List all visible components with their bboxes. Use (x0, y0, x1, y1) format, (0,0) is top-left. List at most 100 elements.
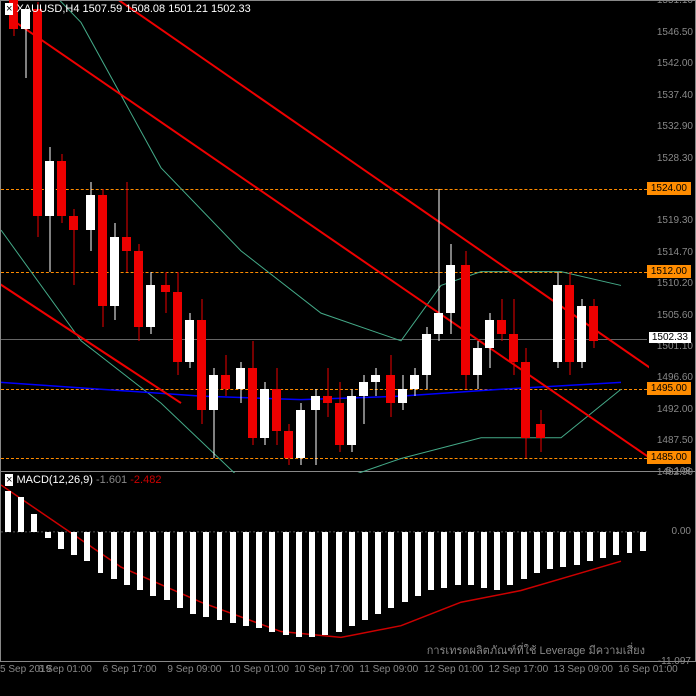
macd-bar (18, 497, 24, 532)
candle (386, 355, 395, 417)
macd-bar (494, 532, 500, 591)
candle (236, 362, 245, 404)
macd-bar (600, 532, 606, 558)
macd-label: MACD(12,26,9) (17, 474, 93, 486)
candle (371, 368, 380, 396)
macd-bar (124, 532, 130, 585)
candle (335, 382, 344, 451)
macd-bar (150, 532, 156, 596)
price-tick: 1528.30 (657, 153, 693, 164)
macd-bar (507, 532, 513, 585)
macd-bar (84, 532, 90, 561)
candle (248, 341, 257, 445)
macd-bar (640, 532, 646, 551)
macd-bar (164, 532, 170, 600)
candle (173, 272, 182, 376)
close-icon[interactable]: × (5, 474, 13, 486)
price-tick: 1492.00 (657, 404, 693, 415)
macd-bar (230, 532, 236, 623)
macd-bar (177, 532, 183, 608)
price-tick: 1537.40 (657, 90, 693, 101)
candle (311, 389, 320, 465)
price-tick: 1501.10 (657, 341, 693, 352)
candle (434, 189, 443, 341)
macd-bar (58, 532, 64, 550)
level-label: 1512.00 (647, 265, 691, 278)
candle (21, 9, 30, 78)
x-tick: 6 Sep 17:00 (103, 664, 157, 675)
candle (209, 368, 218, 458)
candle (521, 348, 530, 459)
macd-bar (587, 532, 593, 561)
ohlc-close: 1502.33 (211, 3, 251, 15)
candle (461, 251, 470, 389)
macd-bar (45, 532, 51, 538)
price-tick: 1505.60 (657, 310, 693, 321)
macd-bar (203, 532, 209, 618)
x-tick: 12 Sep 17:00 (489, 664, 549, 675)
macd-bar (71, 532, 77, 555)
macd-bar (574, 532, 580, 565)
price-tick: 1532.90 (657, 121, 693, 132)
candle (565, 272, 574, 376)
macd-tick: 5.108 (666, 466, 691, 477)
candle (553, 272, 562, 369)
price-tick: 1546.50 (657, 27, 693, 38)
macd-bar (190, 532, 196, 614)
candle (161, 272, 170, 314)
macd-val-1: -1.601 (96, 474, 127, 486)
macd-bar (31, 514, 37, 532)
macd-bar (441, 532, 447, 588)
macd-bar (481, 532, 487, 588)
x-tick: 16 Sep 01:00 (618, 664, 678, 675)
macd-bar (296, 532, 302, 638)
candle (86, 182, 95, 251)
candle (197, 299, 206, 424)
candle (422, 327, 431, 389)
candle (45, 147, 54, 272)
candle (110, 223, 119, 320)
x-tick: 10 Sep 01:00 (229, 664, 289, 675)
macd-bar (375, 532, 381, 614)
chart-title: × XAUUSD,H4 1507.59 1508.08 1501.21 1502… (5, 3, 251, 15)
candle (589, 299, 598, 347)
x-tick: 9 Sep 09:00 (167, 664, 221, 675)
candle (497, 299, 506, 341)
x-tick: 10 Sep 17:00 (294, 664, 354, 675)
candle (347, 389, 356, 451)
candle (323, 368, 332, 416)
macd-bar (349, 532, 355, 626)
price-tick: 1510.20 (657, 278, 693, 289)
macd-bar (217, 532, 223, 620)
candle (146, 272, 155, 334)
macd-bar (547, 532, 553, 570)
candle (398, 375, 407, 410)
candle (272, 368, 281, 444)
price-tick: 1542.00 (657, 58, 693, 69)
candle (134, 244, 143, 341)
macd-bar (5, 491, 11, 532)
macd-bar (322, 532, 328, 635)
candle (284, 424, 293, 466)
macd-bar (243, 532, 249, 626)
macd-bar (415, 532, 421, 596)
candle (577, 299, 586, 368)
main-chart[interactable]: × XAUUSD,H4 1507.59 1508.08 1501.21 1502… (0, 0, 696, 472)
macd-panel[interactable]: × MACD(12,26,9) -1.601 -2.482 5.1080.00-… (0, 472, 696, 662)
macd-bar (98, 532, 104, 573)
candle (359, 375, 368, 423)
ohlc-high: 1508.08 (125, 3, 165, 15)
macd-tick: 0.00 (672, 526, 691, 537)
close-icon[interactable]: × (5, 3, 13, 15)
candle (485, 313, 494, 368)
candle (509, 299, 518, 375)
price-tick: 1514.70 (657, 247, 693, 258)
candle (98, 189, 107, 327)
symbol-label: XAUUSD,H4 (17, 3, 80, 15)
price-tick: 1487.50 (657, 435, 693, 446)
level-label: 1495.00 (647, 382, 691, 395)
price-tick: 1519.30 (657, 215, 693, 226)
candle (221, 355, 230, 397)
candle (185, 313, 194, 368)
macd-bar (534, 532, 540, 573)
